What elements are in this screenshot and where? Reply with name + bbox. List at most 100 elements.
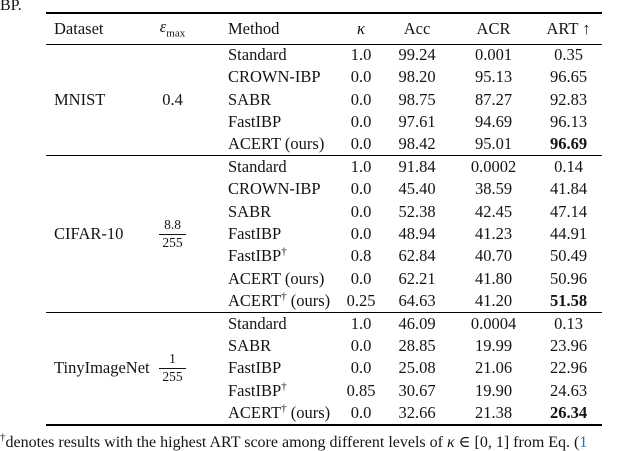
art-value: 92.83 xyxy=(549,89,588,109)
method-cell: FastIBP† xyxy=(205,246,340,268)
dagger-mark: † xyxy=(0,431,6,444)
method-cell: ACERT† (ours) xyxy=(205,290,340,312)
kappa-value: 0.25 xyxy=(346,290,376,310)
method-name: ACERT xyxy=(228,290,282,310)
acc-value: 97.61 xyxy=(398,112,436,132)
acc-value: 30.67 xyxy=(398,380,436,400)
header-row: Dataset εmax Method κ Acc ACR ART ↑ xyxy=(46,13,602,44)
acc-value: 25.08 xyxy=(398,358,436,378)
fraction-denominator: 255 xyxy=(159,367,186,385)
method-cell: ACERT† (ours) xyxy=(205,402,340,424)
method-cell: CROWN-IBP xyxy=(205,178,340,200)
acr-value: 87.27 xyxy=(474,89,513,109)
header-acr: ACR xyxy=(476,18,511,38)
art-value: 51.58 xyxy=(549,290,588,310)
method-name: FastIBP xyxy=(228,224,282,244)
acc-value: 28.85 xyxy=(398,336,436,356)
method-name: ACERT xyxy=(228,268,281,288)
acr-value: 0.0002 xyxy=(470,157,517,177)
acc-value: 98.20 xyxy=(398,67,436,87)
section-tinyimagenet: TinyImageNet 1 255 Standard 1.0 46.09 0.0004 0.… xyxy=(46,312,602,425)
header-acc: Acc xyxy=(403,18,431,38)
footnote-text: denotes results with the highest ART sco… xyxy=(5,434,447,451)
acc-value: 32.66 xyxy=(398,402,436,422)
epsilon-fraction: 1 255 xyxy=(159,351,186,385)
method-name: ACERT xyxy=(228,134,281,154)
table-row: SABR 0.0 52.38 42.45 47.14 xyxy=(46,201,602,223)
acc-value: 98.75 xyxy=(398,89,436,109)
art-value: 44.91 xyxy=(549,224,588,244)
epsilon-max-cell: 1 255 xyxy=(140,313,205,425)
acc-value: 46.09 xyxy=(398,313,436,333)
kappa-value: 0.0 xyxy=(350,112,372,132)
method-name: FastIBP xyxy=(228,112,282,132)
kappa-value: 0.85 xyxy=(346,380,376,400)
acc-value: 62.84 xyxy=(398,246,436,266)
caption-fragment: BP. xyxy=(0,0,22,14)
acr-value: 21.06 xyxy=(474,358,513,378)
method-name: Standard xyxy=(228,157,287,177)
method-name: SABR xyxy=(228,89,272,109)
table-row: CROWN-IBP 0.0 98.20 95.13 96.65 xyxy=(46,66,602,88)
table-row: ACERT† (ours) 0.0 32.66 21.38 26.34 xyxy=(46,402,602,424)
dagger-mark: † xyxy=(281,380,287,393)
art-value: 24.63 xyxy=(549,380,588,400)
table-row: SABR 0.0 28.85 19.99 23.96 xyxy=(46,335,602,357)
kappa-value: 0.0 xyxy=(350,201,372,221)
method-name: Standard xyxy=(228,313,287,333)
method-name: SABR xyxy=(228,336,272,356)
header-kappa: κ xyxy=(340,13,382,44)
acr-value: 41.23 xyxy=(474,224,513,244)
art-value: 96.69 xyxy=(549,134,588,154)
table-row: FastIBP† 0.8 62.84 40.70 50.49 xyxy=(46,246,602,268)
kappa-value: 0.8 xyxy=(350,246,372,266)
header-epsilon-max: εmax xyxy=(140,13,205,44)
method-cell: SABR xyxy=(205,335,340,357)
table-row: ACERT† (ours) 0.25 64.63 41.20 51.58 xyxy=(46,290,602,312)
acc-value: 62.21 xyxy=(398,268,436,288)
kappa-value: 0.0 xyxy=(350,134,372,154)
art-value: 0.35 xyxy=(554,45,583,65)
acc-value: 45.40 xyxy=(398,179,436,199)
table-row: SABR 0.0 98.75 87.27 92.83 xyxy=(46,89,602,111)
acc-value: 98.42 xyxy=(398,134,436,154)
epsilon-subscript: max xyxy=(166,26,186,39)
kappa-value: 0.0 xyxy=(350,402,372,422)
art-value: 47.14 xyxy=(549,201,588,221)
acc-value: 52.38 xyxy=(398,201,436,221)
dagger-mark: † xyxy=(281,245,287,258)
dataset-cell: CIFAR-10 xyxy=(46,156,140,313)
art-value: 23.96 xyxy=(549,336,588,356)
method-name: CROWN-IBP xyxy=(228,67,321,87)
acr-value: 0.0004 xyxy=(470,313,517,333)
fraction-numerator: 1 xyxy=(169,351,176,367)
acc-value: 99.24 xyxy=(398,45,436,65)
acc-value: 64.63 xyxy=(398,290,436,310)
method-cell: ACERT (ours) xyxy=(205,134,340,156)
table-row: FastIBP† 0.85 30.67 19.90 24.63 xyxy=(46,380,602,402)
art-value: 0.14 xyxy=(554,157,583,177)
acr-value: 95.01 xyxy=(474,134,513,154)
epsilon-max-cell: 0.4 xyxy=(140,44,205,156)
acc-value: 91.84 xyxy=(398,157,436,177)
kappa-symbol: κ xyxy=(357,18,365,38)
kappa-value: 0.0 xyxy=(350,224,372,244)
dataset-label: TinyImageNet xyxy=(54,358,150,378)
acr-value: 95.13 xyxy=(474,67,513,87)
art-value: 50.96 xyxy=(549,268,588,288)
acr-value: 19.99 xyxy=(474,336,513,356)
table-row: ACERT (ours) 0.0 62.21 41.80 50.96 xyxy=(46,268,602,290)
equation-link[interactable]: 1 xyxy=(579,434,588,451)
acr-value: 40.70 xyxy=(474,246,513,266)
ours-suffix: (ours) xyxy=(286,402,331,422)
kappa-value: 0.0 xyxy=(350,179,372,199)
method-cell: Standard xyxy=(205,313,340,335)
table-row: FastIBP 0.0 25.08 21.06 22.96 xyxy=(46,357,602,379)
kappa-value: 1.0 xyxy=(350,45,372,65)
method-cell: SABR xyxy=(205,201,340,223)
method-cell: FastIBP xyxy=(205,357,340,379)
dataset-cell: MNIST xyxy=(46,44,140,156)
acr-value: 42.45 xyxy=(474,201,513,221)
header-art: ART ↑ xyxy=(546,18,591,38)
footnote-range: ∈ [0, 1] xyxy=(454,434,510,451)
